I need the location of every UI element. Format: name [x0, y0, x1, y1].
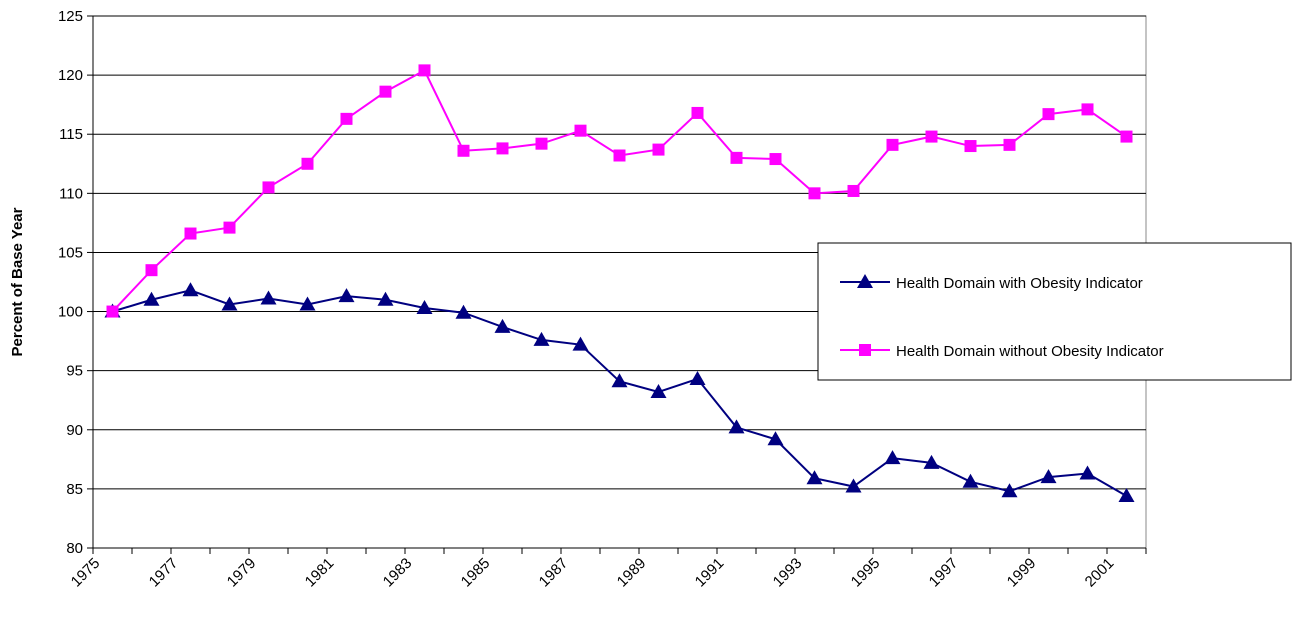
marker: [299, 296, 316, 311]
x-tick-label: 1983: [380, 555, 416, 591]
marker: [496, 142, 509, 155]
marker: [1118, 487, 1135, 502]
marker: [455, 304, 472, 319]
x-tick-label: 2001: [1082, 555, 1118, 591]
marker: [1040, 469, 1057, 484]
x-tick-label: 1977: [146, 555, 182, 591]
marker: [457, 144, 470, 157]
marker: [964, 140, 977, 153]
marker: [535, 137, 548, 150]
legend-label: Health Domain with Obesity Indicator: [896, 275, 1143, 292]
marker: [1079, 465, 1096, 480]
legend-label: Health Domain without Obesity Indicator: [896, 343, 1164, 360]
marker: [806, 470, 823, 485]
x-tick-label: 1985: [458, 555, 494, 591]
marker: [184, 227, 197, 240]
y-tick-label: 105: [58, 244, 83, 261]
y-tick-label: 115: [59, 126, 83, 143]
marker: [145, 264, 158, 277]
marker: [847, 184, 860, 197]
y-tick-label: 120: [58, 67, 83, 84]
marker: [859, 344, 871, 356]
marker: [338, 288, 355, 303]
marker: [418, 64, 431, 77]
marker: [613, 149, 626, 162]
marker: [377, 291, 394, 306]
marker: [730, 151, 743, 164]
x-tick-label: 1991: [692, 555, 728, 591]
marker: [689, 370, 706, 385]
marker: [572, 336, 589, 351]
marker: [143, 291, 160, 306]
marker: [574, 124, 587, 137]
marker: [1120, 130, 1133, 143]
x-tick-label: 1981: [302, 555, 338, 591]
marker: [262, 181, 275, 194]
marker: [260, 290, 277, 305]
marker: [808, 187, 821, 200]
x-tick-label: 1997: [926, 555, 962, 591]
marker: [691, 106, 704, 119]
y-axis-label: Percent of Base Year: [9, 207, 26, 356]
legend: Health Domain with Obesity Indicator Heal…: [817, 242, 1292, 381]
y-tick-label: 100: [58, 304, 83, 321]
marker: [223, 221, 236, 234]
marker: [1081, 103, 1094, 116]
legend-box: [817, 242, 1292, 381]
x-tick-label: 1995: [848, 555, 884, 591]
marker: [769, 153, 782, 166]
marker: [1042, 108, 1055, 121]
marker: [962, 473, 979, 488]
marker: [340, 112, 353, 125]
x-tick-label: 1987: [536, 555, 572, 591]
marker: [925, 130, 938, 143]
marker: [494, 318, 511, 333]
marker: [857, 274, 873, 288]
marker: [1001, 483, 1018, 498]
marker: [1003, 138, 1016, 151]
y-tick-label: 95: [66, 363, 83, 380]
marker: [379, 85, 392, 98]
marker: [845, 478, 862, 493]
y-tick-label: 110: [59, 185, 83, 202]
x-tick-label: 1999: [1004, 555, 1040, 591]
marker: [650, 383, 667, 398]
marker: [923, 454, 940, 469]
marker: [416, 300, 433, 315]
marker: [611, 373, 628, 388]
marker: [728, 419, 745, 434]
x-tick-label: 1975: [68, 555, 104, 591]
marker: [533, 331, 550, 346]
y-tick-label: 125: [58, 8, 83, 25]
marker: [652, 143, 665, 156]
y-tick-label: 85: [66, 481, 83, 498]
marker: [767, 431, 784, 446]
marker: [221, 296, 238, 311]
marker: [884, 450, 901, 465]
marker: [886, 138, 899, 151]
marker: [182, 282, 199, 297]
x-tick-label: 1979: [224, 555, 260, 591]
marker: [301, 157, 314, 170]
y-tick-label: 80: [66, 540, 83, 557]
y-tick-label: 90: [66, 422, 83, 439]
marker: [106, 305, 119, 318]
x-tick-label: 1989: [614, 555, 650, 591]
x-tick-label: 1993: [770, 555, 806, 591]
